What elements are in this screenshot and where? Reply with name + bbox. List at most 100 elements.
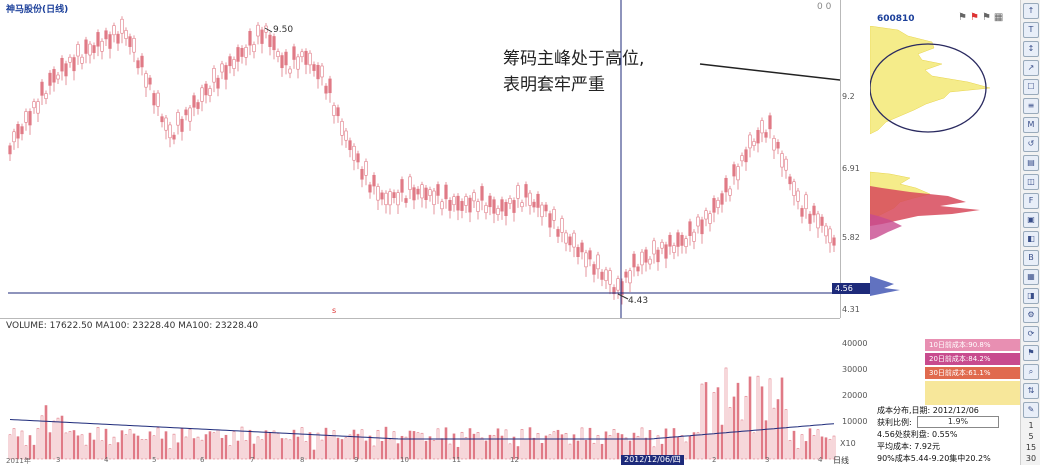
volume-bar — [360, 429, 364, 460]
toolbar-tool-icon[interactable]: ▤ — [1023, 155, 1039, 171]
toolbar-tool-icon[interactable]: ▣ — [1023, 212, 1039, 228]
flag-icon-3[interactable]: ⚑ — [981, 12, 991, 23]
candle-body — [356, 153, 360, 163]
volume-bar — [472, 433, 476, 460]
candle-body — [340, 121, 344, 136]
toolbar-tool-icon[interactable]: B — [1023, 250, 1039, 266]
volume-bar — [180, 427, 184, 460]
candle-body — [788, 176, 792, 185]
timeframe-option[interactable]: 15 — [1025, 443, 1037, 452]
volume-chart-panel[interactable]: VOLUME: 17622.50 MA100: 23228.40 MA100: … — [0, 318, 867, 466]
volume-bar — [788, 440, 792, 460]
volume-bar — [184, 436, 188, 460]
vol-tick-40000: 40000 — [842, 339, 868, 348]
top-window-controls[interactable]: 0 0 — [817, 2, 832, 12]
candle-body — [540, 204, 544, 218]
volume-bar — [700, 383, 704, 460]
volume-bar — [404, 436, 408, 460]
toolbar-tool-icon[interactable]: ⚙ — [1023, 307, 1039, 323]
toolbar-tool-icon[interactable]: ✎ — [1023, 402, 1039, 418]
date-axis-label: 2011年 — [6, 457, 31, 465]
candle-body — [396, 192, 400, 206]
vol-tick-30000: 30000 — [842, 365, 868, 374]
candle-body — [668, 234, 672, 247]
candle-body — [504, 202, 508, 217]
candle-body — [432, 190, 436, 205]
period-label[interactable]: 日线 — [833, 456, 849, 465]
candle-body — [92, 45, 96, 53]
toolbar-tool-icon[interactable]: ◨ — [1023, 288, 1039, 304]
candle-body — [452, 196, 456, 206]
flag-icon-2[interactable]: ⚑ — [969, 12, 979, 23]
volume-bar — [148, 431, 152, 460]
volume-bar — [240, 426, 244, 460]
volume-bar — [368, 435, 372, 460]
candle-body — [184, 109, 188, 116]
candle-body — [636, 266, 640, 272]
current-price-box: 4.56 — [832, 283, 870, 294]
toolbar-tool-icon[interactable]: ⟳ — [1023, 326, 1039, 342]
volume-bar — [580, 427, 584, 460]
toolbar-tool-icon[interactable]: ▦ — [1023, 269, 1039, 285]
volume-bar — [224, 434, 228, 460]
volume-bar — [300, 427, 304, 460]
grid-icon[interactable]: ▦ — [993, 12, 1004, 23]
candle-body — [312, 64, 316, 71]
candle-body — [464, 196, 468, 206]
toolbar-tool-icon[interactable]: T — [1023, 22, 1039, 38]
candle-body — [448, 200, 452, 211]
candle-body — [84, 39, 88, 54]
candle-body — [556, 229, 560, 237]
volume-bar — [596, 435, 600, 460]
candle-body — [508, 198, 512, 204]
flag-icon-1[interactable]: ⚑ — [958, 12, 967, 23]
candle-body — [64, 63, 68, 77]
toolbar-tool-icon[interactable]: ↑ — [1023, 3, 1039, 19]
candle-body — [808, 213, 812, 224]
stat-profit-ratio-value: 1.9% — [947, 417, 969, 426]
candle-body — [196, 102, 200, 109]
candle-body — [688, 221, 692, 236]
candle-body — [704, 210, 708, 220]
toolbar-tool-icon[interactable]: ≡ — [1023, 98, 1039, 114]
timeframe-option[interactable]: 30 — [1025, 454, 1037, 463]
volume-bar — [704, 382, 708, 460]
candle-body — [152, 93, 156, 106]
candle-body — [784, 158, 788, 171]
toolbar-tool-icon[interactable]: ☐ — [1023, 79, 1039, 95]
volume-bar — [552, 431, 556, 460]
toolbar-tool-icon[interactable]: ◫ — [1023, 174, 1039, 190]
toolbar-tool-icon[interactable]: ⇅ — [1023, 383, 1039, 399]
volume-bar — [124, 434, 128, 460]
price-chart-panel[interactable]: 神马股份(日线) 0 0 9.50 4.43 s 筹码主峰处于高位, 表明套牢严… — [0, 0, 860, 318]
candle-body — [832, 237, 836, 246]
toolbar-tool-icon[interactable]: ↗ — [1023, 60, 1039, 76]
vol-tick-20000: 20000 — [842, 391, 868, 400]
volume-bar — [612, 429, 616, 460]
date-axis-label: 3 — [56, 456, 61, 464]
volume-bar — [272, 430, 276, 460]
toolbar-tool-icon[interactable]: ◧ — [1023, 231, 1039, 247]
toolbar-tool-icon[interactable]: F — [1023, 193, 1039, 209]
volume-bar — [388, 438, 392, 460]
candle-body — [76, 44, 80, 57]
volume-bar — [76, 435, 80, 460]
volume-bar — [444, 427, 448, 460]
toolbar-tool-icon[interactable]: ⚑ — [1023, 345, 1039, 361]
timeframe-option[interactable]: 1 — [1028, 421, 1034, 430]
candle-body — [484, 205, 488, 214]
toolbar-tool-icon[interactable]: ↺ — [1023, 136, 1039, 152]
timeframe-option[interactable]: 5 — [1028, 432, 1034, 441]
candle-body — [180, 118, 184, 132]
stock-code: 600810 — [877, 14, 915, 24]
volume-bar — [160, 438, 164, 460]
date-axis-label: 4 — [104, 456, 109, 464]
toolbar-tool-icon[interactable]: ↕ — [1023, 41, 1039, 57]
candle-body — [44, 93, 48, 99]
candle-body — [148, 77, 152, 85]
toolbar-tool-icon[interactable]: ⌕ — [1023, 364, 1039, 380]
toolbar-tool-icon[interactable]: M — [1023, 117, 1039, 133]
candle-body — [224, 65, 228, 80]
date-axis-label: 5 — [152, 456, 157, 464]
candle-body — [660, 241, 664, 249]
